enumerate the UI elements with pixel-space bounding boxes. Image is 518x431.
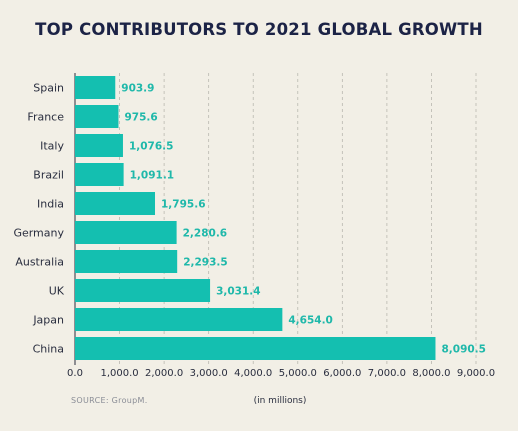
- bar-brazil: [75, 163, 124, 186]
- category-label: France: [27, 111, 64, 124]
- category-label: Brazil: [33, 169, 64, 182]
- category-label: UK: [49, 285, 65, 298]
- x-tick-label: 8,000.0: [412, 368, 450, 379]
- category-label: India: [37, 198, 64, 211]
- bar-china: [75, 337, 436, 360]
- bar-italy: [75, 134, 123, 157]
- bar-japan: [75, 308, 283, 331]
- category-label: Japan: [32, 314, 64, 327]
- category-label: Australia: [15, 256, 64, 269]
- value-label: 1,091.1: [130, 170, 175, 182]
- x-tick-label: 5,000.0: [279, 368, 317, 379]
- x-tick-label: 7,000.0: [368, 368, 406, 379]
- value-label: 2,293.5: [183, 257, 228, 269]
- x-tick-label: 6,000.0: [323, 368, 361, 379]
- bar-uk: [75, 279, 211, 302]
- category-label: China: [33, 343, 64, 356]
- bar-france: [75, 105, 119, 128]
- bar-australia: [75, 250, 178, 273]
- value-label: 975.6: [124, 112, 157, 124]
- x-tick-label: 0.0: [67, 368, 83, 379]
- bar-germany: [75, 221, 177, 244]
- x-tick-label: 1,000.0: [100, 368, 138, 379]
- value-label: 2,280.6: [183, 228, 228, 240]
- bar-spain: [75, 76, 116, 99]
- x-tick-label: 9,000.0: [457, 368, 495, 379]
- value-label: 4,654.0: [288, 315, 333, 327]
- value-label: 8,090.5: [441, 344, 486, 356]
- source-note: SOURCE: GroupM.: [71, 396, 148, 405]
- value-label: 3,031.4: [216, 286, 261, 298]
- category-label: Italy: [40, 140, 64, 153]
- x-axis-label: (in millions): [253, 396, 307, 406]
- value-label: 903.9: [121, 83, 154, 95]
- value-label: 1,795.6: [161, 199, 206, 211]
- category-label: Germany: [13, 227, 64, 240]
- chart-title: TOP CONTRIBUTORS TO 2021 GLOBAL GROWTH: [35, 20, 483, 39]
- x-tick-label: 2,000.0: [145, 368, 183, 379]
- bar-india: [75, 192, 156, 215]
- x-tick-label: 4,000.0: [234, 368, 272, 379]
- category-label: Spain: [33, 82, 64, 95]
- x-tick-label: 3,000.0: [190, 368, 228, 379]
- value-label: 1,076.5: [129, 141, 174, 153]
